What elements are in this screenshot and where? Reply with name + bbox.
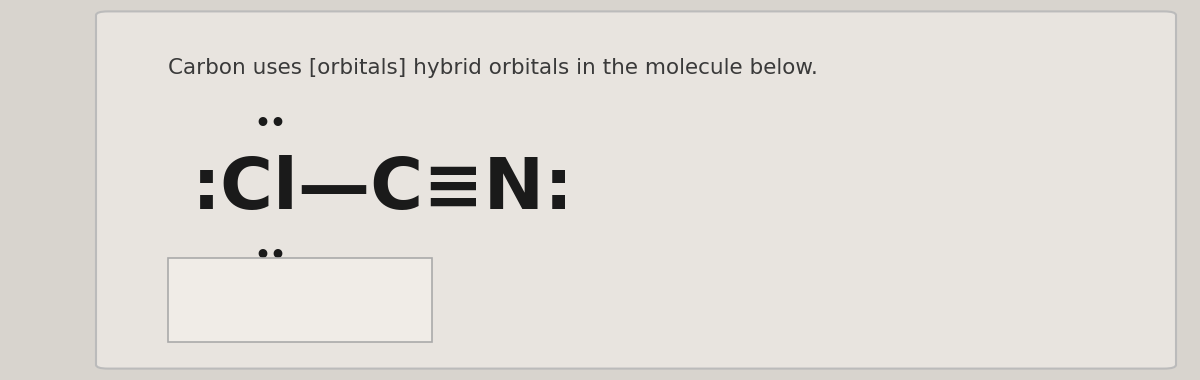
Text: :Cl—C≡N:: :Cl—C≡N: (192, 155, 574, 225)
Text: ••: •• (254, 244, 286, 269)
Text: Carbon uses [orbitals] hybrid orbitals in the molecule below.: Carbon uses [orbitals] hybrid orbitals i… (168, 59, 818, 78)
FancyBboxPatch shape (168, 258, 432, 342)
Text: ••: •• (254, 111, 286, 136)
FancyBboxPatch shape (96, 11, 1176, 369)
